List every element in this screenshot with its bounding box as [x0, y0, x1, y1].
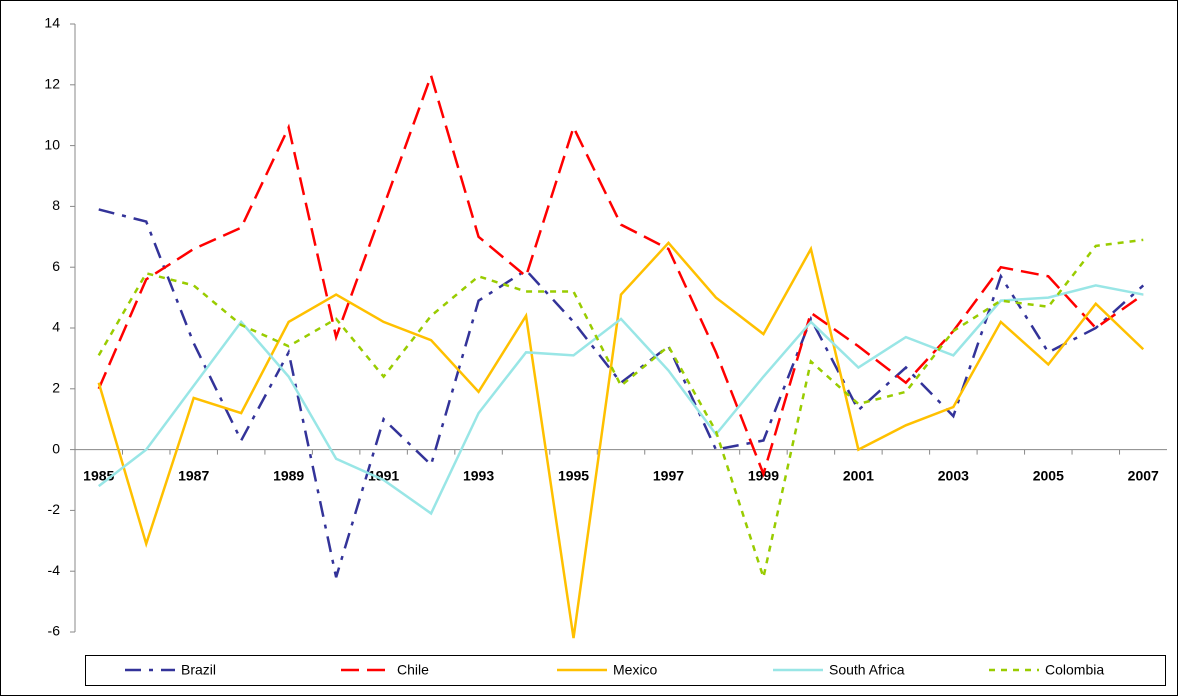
- y-tick-label: 8: [52, 197, 60, 213]
- legend-label: Mexico: [613, 662, 658, 678]
- y-tick-label: 14: [44, 15, 60, 31]
- series-line: [97, 238, 1144, 583]
- x-tick-label: 1985: [83, 467, 114, 483]
- legend-label: South Africa: [829, 662, 905, 678]
- y-tick-label: -2: [48, 501, 61, 517]
- legend-label: Brazil: [181, 662, 216, 678]
- x-tick-label: 1989: [273, 467, 304, 483]
- series-line: [97, 241, 1145, 639]
- x-tick-label: 1997: [653, 467, 684, 483]
- series-line: [97, 71, 1144, 478]
- y-tick-label: 2: [52, 380, 60, 396]
- y-tick-label: 10: [44, 136, 60, 152]
- x-tick-label: 2005: [1033, 467, 1064, 483]
- y-tick-label: -4: [48, 562, 61, 578]
- x-tick-label: 2003: [938, 467, 969, 483]
- x-tick-label: 2007: [1128, 467, 1159, 483]
- legend-box: [85, 655, 1166, 686]
- x-tick-label: 1995: [558, 467, 589, 483]
- legend-label: Chile: [397, 662, 429, 678]
- y-tick-label: 12: [44, 76, 60, 92]
- y-tick-label: 0: [52, 440, 60, 456]
- series-line: [97, 284, 1144, 516]
- y-tick-label: -6: [48, 623, 61, 639]
- x-tick-label: 1993: [463, 467, 494, 483]
- x-tick-label: 1987: [178, 467, 209, 483]
- y-tick-label: 4: [52, 319, 60, 335]
- x-tick-label: 2001: [843, 467, 874, 483]
- legend-label: Colombia: [1045, 662, 1104, 678]
- y-tick-label: 6: [52, 258, 60, 274]
- x-tick-label: 1991: [368, 467, 399, 483]
